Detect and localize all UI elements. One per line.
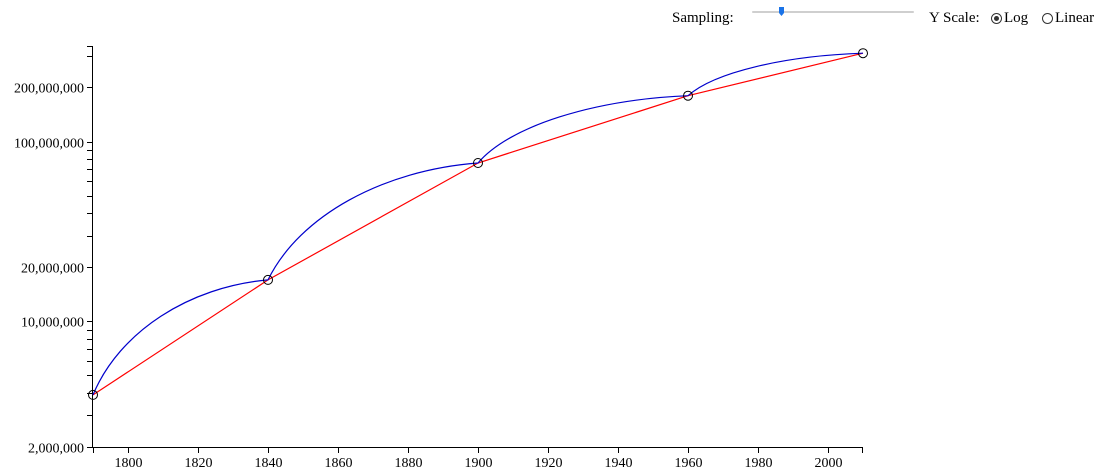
x-tick-label: 1800 [115, 456, 143, 471]
x-tick-label: 1820 [185, 456, 213, 471]
x-tick-label: 1860 [325, 456, 353, 471]
sampling-label: Sampling: [672, 10, 734, 26]
y-scale-log-label[interactable]: Log [1004, 9, 1029, 26]
data-point [858, 48, 868, 59]
x-axis: 1800 1820 1840 1860 1880 1900 1920 1940 1960 1980… [93, 447, 863, 471]
x-tick-label: 2000 [815, 456, 843, 471]
y-tick-label: 100,000,000 [14, 137, 84, 152]
data-point [88, 389, 98, 400]
x-tick-label: 1960 [675, 456, 703, 471]
x-tick-label: 1880 [395, 456, 423, 471]
y-scale-linear-label[interactable]: Linear [1055, 9, 1095, 26]
points-layer [88, 48, 868, 400]
x-tick-label: 1940 [605, 456, 633, 471]
y-scale-log-option[interactable]: Log [991, 9, 1028, 27]
data-point [473, 158, 483, 168]
y-scale-log-radio[interactable] [991, 12, 1002, 24]
data-point [683, 90, 693, 101]
y-tick-label: 2,000,000 [28, 442, 84, 457]
x-tick-label: 1980 [745, 456, 773, 471]
sampling-slider[interactable] [752, 6, 914, 20]
chart-controls: Sampling: Y Scale: Log Linear [0, 0, 1106, 36]
y-tick-label: 20,000,000 [21, 262, 84, 277]
y-tick-label: 10,000,000 [21, 316, 84, 331]
data-point [263, 274, 273, 285]
series-layer [92, 52, 864, 396]
y-scale-linear-radio[interactable] [1042, 12, 1053, 24]
y-tick-label: 200,000,000 [14, 82, 84, 97]
y-scale-label: Y Scale: [929, 10, 980, 26]
smooth-series-line [92, 52, 864, 396]
slider-thumb[interactable] [778, 7, 784, 16]
y-scale-linear-option[interactable]: Linear [1042, 9, 1094, 27]
x-tick-label: 1840 [255, 456, 283, 471]
y-axis: 2,000,000 10,000,000 20,000,000 100,000,000… [14, 46, 93, 457]
slider-track[interactable] [752, 11, 914, 13]
x-tick-label: 1920 [535, 456, 563, 471]
linear-series-line [92, 52, 864, 396]
x-tick-label: 1900 [465, 456, 493, 471]
